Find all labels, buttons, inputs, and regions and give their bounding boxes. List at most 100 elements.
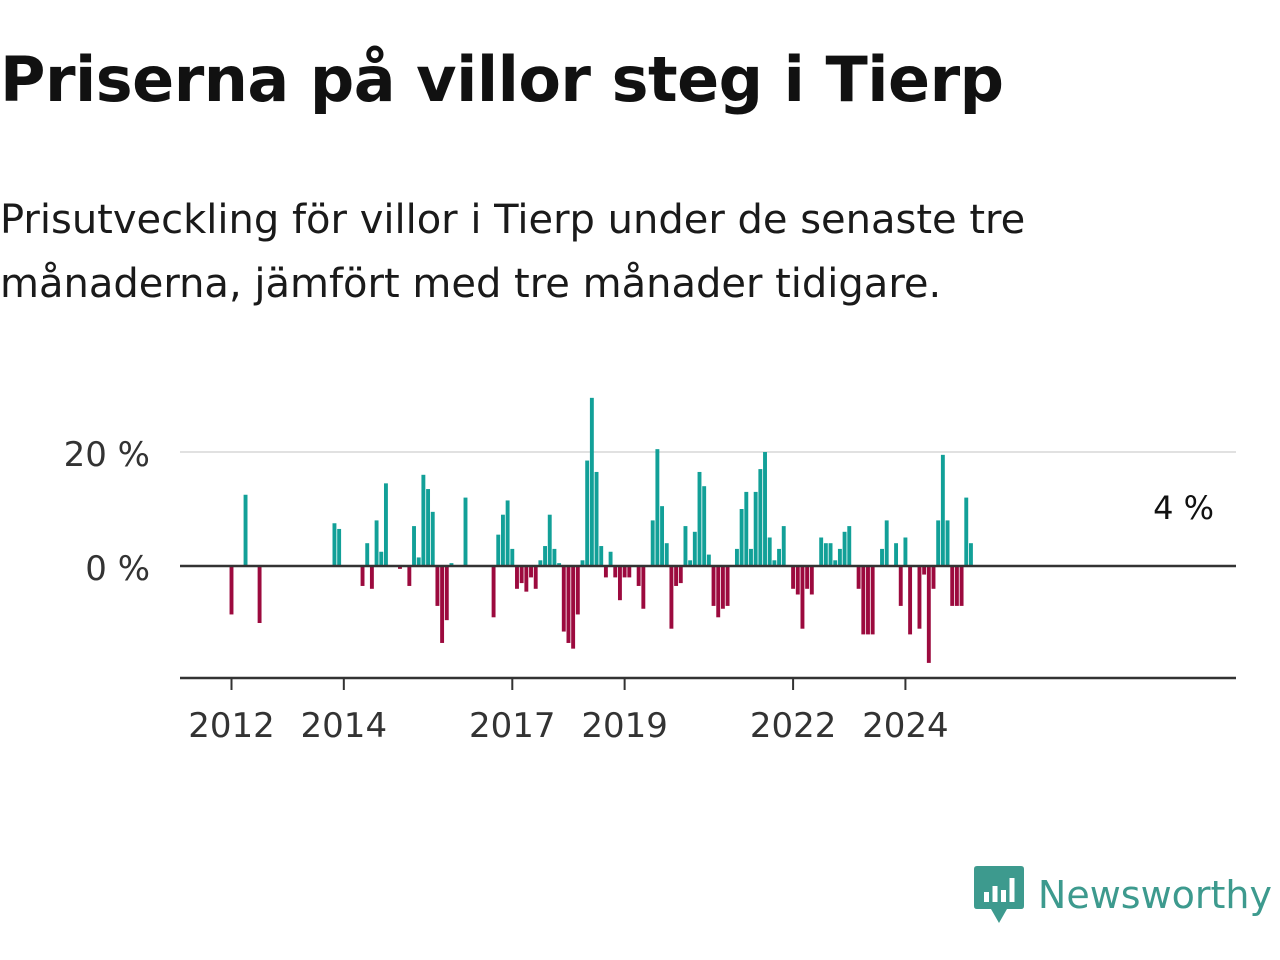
bar: [398, 566, 402, 569]
bar: [421, 474, 426, 566]
y-tick-label: 20 %: [64, 435, 150, 475]
bar: [861, 566, 866, 635]
bar: [903, 537, 908, 566]
bar: [599, 546, 604, 566]
bar: [571, 566, 576, 649]
bar: [500, 514, 505, 566]
bar: [580, 560, 585, 566]
y-tick-labels: 0 % 20 %: [64, 435, 150, 589]
bar: [538, 560, 543, 566]
bar: [711, 566, 716, 606]
bar: [800, 566, 805, 629]
bar: [360, 566, 365, 586]
bar: [608, 551, 613, 566]
bar: [772, 560, 777, 566]
bar: [763, 452, 767, 566]
bar: [866, 566, 870, 635]
bar: [791, 566, 796, 589]
bar: [374, 520, 379, 566]
bar: [716, 566, 721, 618]
bar: [505, 500, 510, 566]
bar: [968, 543, 973, 566]
bar: [613, 566, 618, 578]
brand-logo: Newsworthy: [973, 866, 1272, 924]
brand-name: Newsworthy: [1037, 873, 1272, 917]
bar: [945, 520, 950, 566]
bar: [603, 566, 608, 578]
bar: [416, 557, 421, 566]
x-tick-label: 2014: [301, 706, 388, 746]
bar: [463, 497, 468, 566]
bar: [744, 491, 749, 566]
bar: [847, 526, 852, 566]
x-tick-label: 2012: [188, 706, 275, 746]
bar: [379, 551, 384, 566]
bar: [365, 543, 370, 566]
bar: [589, 397, 594, 566]
last-value-label: 4 %: [1153, 489, 1214, 527]
y-tick-label: 0 %: [85, 549, 150, 589]
bar: [842, 531, 847, 566]
bar: [435, 566, 440, 606]
bar: [702, 486, 707, 566]
chart-subtitle: Prisutveckling för villor i Tierp under …: [0, 197, 1026, 307]
bar: [547, 514, 552, 566]
bar: [524, 566, 529, 592]
bar: [931, 566, 936, 589]
bar: [749, 548, 753, 566]
bar: [908, 566, 913, 635]
bar: [880, 548, 884, 566]
bar: [954, 566, 959, 606]
bar: [337, 528, 342, 566]
bar: [950, 566, 955, 606]
bar: [430, 511, 435, 566]
bar: [641, 566, 646, 609]
bar: [964, 497, 969, 566]
bar: [257, 566, 262, 623]
bar: [823, 543, 828, 566]
bar: [369, 566, 374, 589]
bar: [809, 566, 814, 595]
bar: [856, 566, 861, 589]
bar: [739, 509, 744, 566]
x-tick-label: 2019: [581, 706, 668, 746]
bar: [449, 563, 454, 566]
bar: [926, 566, 931, 663]
x-tick-label: 2017: [469, 706, 556, 746]
bar: [519, 566, 524, 584]
bar: [566, 566, 571, 643]
bar: [959, 566, 964, 606]
bar: [660, 506, 665, 566]
bar: [383, 483, 388, 566]
bar: [510, 548, 515, 566]
bar: [585, 460, 590, 566]
bar: [828, 543, 833, 566]
bar: [706, 554, 711, 566]
bar: [533, 566, 538, 589]
x-ticks: 2012 2014 2017 2019 2022 2024: [188, 678, 949, 746]
bar: [692, 531, 697, 566]
bar: [594, 471, 599, 566]
bar: [636, 566, 641, 586]
bar: [627, 566, 632, 578]
bar: [697, 471, 702, 566]
newsworthy-logo-icon: [973, 866, 1024, 923]
bar: [575, 566, 580, 615]
bar: [426, 489, 431, 566]
bar: [529, 566, 533, 578]
bar: [243, 494, 248, 566]
bar: [922, 566, 927, 575]
bars: [229, 397, 973, 663]
bar: [552, 548, 557, 566]
bar: [491, 566, 496, 618]
bar: [894, 543, 899, 566]
bar: [870, 566, 875, 635]
bar: [683, 526, 688, 566]
bar: [543, 546, 548, 566]
bar: [725, 566, 730, 606]
bar: [884, 520, 889, 566]
bar: [720, 566, 725, 609]
bar: [837, 548, 842, 566]
bar: [940, 454, 945, 566]
